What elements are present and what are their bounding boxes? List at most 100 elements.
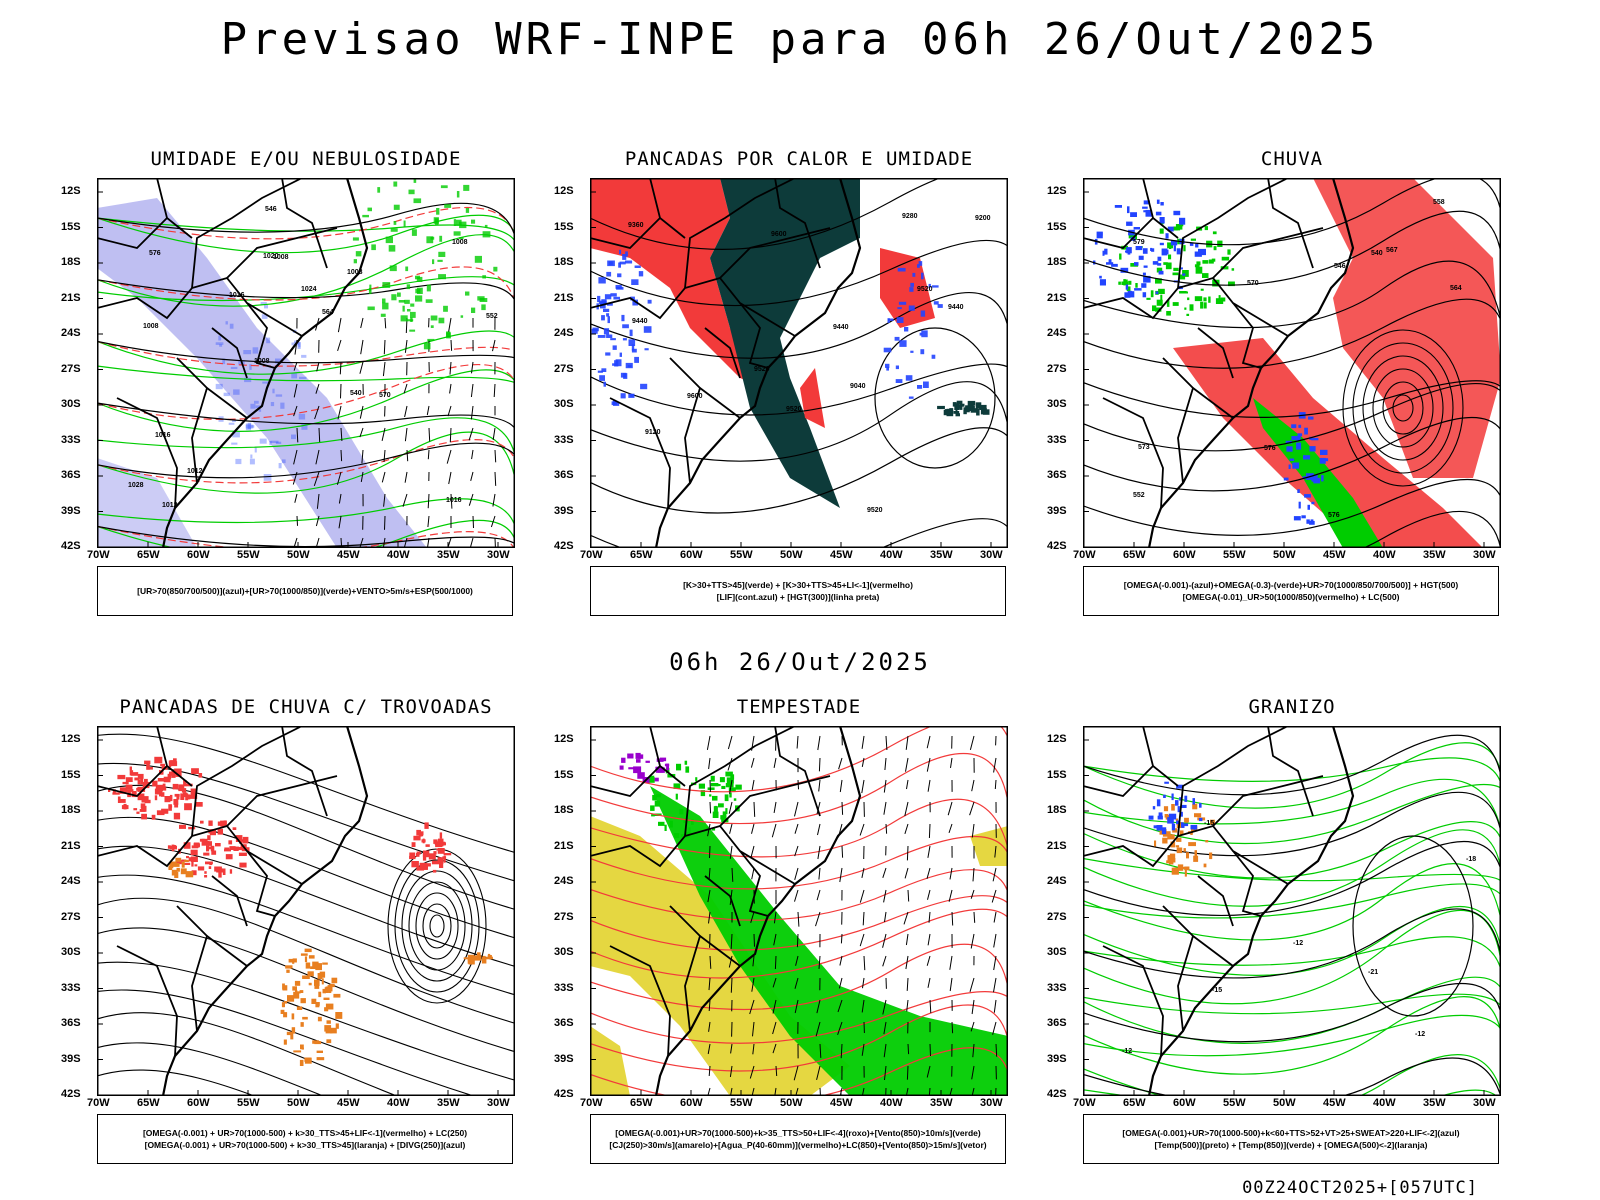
wind-vector <box>992 1021 997 1035</box>
precip-cell <box>1195 243 1199 248</box>
wind-vector <box>293 405 298 417</box>
precip-cell <box>606 334 613 338</box>
precip-cell <box>316 1057 325 1061</box>
political-border <box>97 824 303 885</box>
precip-cell <box>191 768 199 774</box>
lon-tick-label: 50W <box>287 1097 310 1109</box>
precip-cell <box>168 760 172 768</box>
precip-cell <box>225 321 228 325</box>
precip-cell <box>467 954 475 962</box>
precip-cell <box>314 985 320 989</box>
precip-cell <box>1195 266 1203 274</box>
political-border <box>774 726 821 817</box>
wind-vector <box>972 1043 975 1058</box>
wind-vector <box>340 427 343 442</box>
lat-tick-label: 27S <box>1047 910 1067 923</box>
wind-vector <box>468 427 474 441</box>
precip-cell <box>409 855 416 860</box>
wind-vector <box>818 757 821 772</box>
precip-cell <box>1158 270 1164 275</box>
precip-cell <box>141 805 147 812</box>
political-border <box>669 905 702 1032</box>
precip-cell <box>1164 781 1169 784</box>
precip-cell <box>631 344 635 351</box>
precip-cell <box>391 294 397 301</box>
precip-cell <box>184 803 192 811</box>
wind-vector <box>815 1021 821 1037</box>
lat-tick-label: 18S <box>554 804 574 816</box>
wind-vector <box>794 977 799 989</box>
precip-cell <box>235 835 243 842</box>
precip-cell <box>211 850 217 855</box>
wind-vector <box>751 867 755 880</box>
precip-cell <box>917 385 923 389</box>
precip-cell <box>603 381 606 387</box>
political-border <box>719 227 831 279</box>
precip-cell <box>1159 242 1164 246</box>
precip-cell <box>299 990 304 993</box>
wind-vector <box>753 933 755 947</box>
wind-vector <box>707 1043 711 1055</box>
precip-cell <box>1213 246 1217 251</box>
precip-cell <box>1297 433 1303 437</box>
precip-cell <box>897 267 906 272</box>
precip-cell <box>1203 297 1207 302</box>
precip-cell <box>1218 243 1221 247</box>
contour-value-label: 552 <box>1133 492 1145 499</box>
precip-cell <box>1306 519 1310 524</box>
wind-vector <box>992 867 997 882</box>
precip-cell <box>222 358 226 365</box>
wind-vector <box>359 537 364 548</box>
precip-cell <box>245 424 254 429</box>
precip-cell <box>1204 226 1208 231</box>
precip-cell <box>1124 292 1131 298</box>
precip-cell <box>117 774 126 780</box>
wind-vector <box>316 493 320 509</box>
precip-cell <box>444 204 452 208</box>
isoline <box>590 895 1008 951</box>
lon-tick-label: 50W <box>1273 549 1296 561</box>
precip-cell <box>207 841 212 846</box>
precip-cell <box>1168 254 1172 260</box>
coastline <box>161 178 369 548</box>
wind-vector <box>403 537 408 548</box>
precip-cell <box>425 844 430 847</box>
precip-cell <box>322 988 326 994</box>
precip-cell <box>1231 268 1235 271</box>
precip-cell <box>152 780 158 787</box>
precip-cell <box>328 990 332 993</box>
precip-cell <box>895 365 899 370</box>
precip-cell <box>955 413 960 417</box>
precip-cell <box>294 980 301 986</box>
precip-cell <box>1176 837 1182 842</box>
wind-vector <box>862 911 865 926</box>
precip-cell <box>335 1023 339 1029</box>
precip-cell <box>180 868 187 875</box>
precip-cell <box>1194 296 1203 302</box>
lat-tick-label: 39S <box>554 1052 574 1065</box>
precip-cell <box>1161 827 1167 835</box>
streamline <box>97 733 515 854</box>
precip-cell <box>239 862 247 868</box>
wind-vector <box>796 933 799 948</box>
legend-line: [OMEGA(-0.001)+UR>70(1000-500)+k>35_TTS>… <box>615 1128 981 1138</box>
political-border <box>1083 765 1154 797</box>
precip-cell <box>628 767 636 770</box>
precip-cell <box>228 422 235 425</box>
precip-cell <box>943 410 951 416</box>
precip-cell <box>129 766 132 771</box>
precip-cell <box>286 1031 293 1036</box>
lat-tick-label: 36S <box>1047 469 1067 481</box>
contour-value-label: 1020 <box>263 253 279 260</box>
precip-cell <box>1126 286 1131 292</box>
precip-cell <box>612 345 617 350</box>
precip-cell <box>416 851 421 855</box>
precip-cell <box>224 847 230 851</box>
precip-cell <box>172 862 180 867</box>
precip-cell <box>428 853 436 860</box>
precip-cell <box>627 753 634 759</box>
wind-vector <box>926 867 931 879</box>
wind-vector <box>337 339 342 352</box>
precip-cell <box>404 299 410 304</box>
wind-vector <box>884 1065 887 1081</box>
